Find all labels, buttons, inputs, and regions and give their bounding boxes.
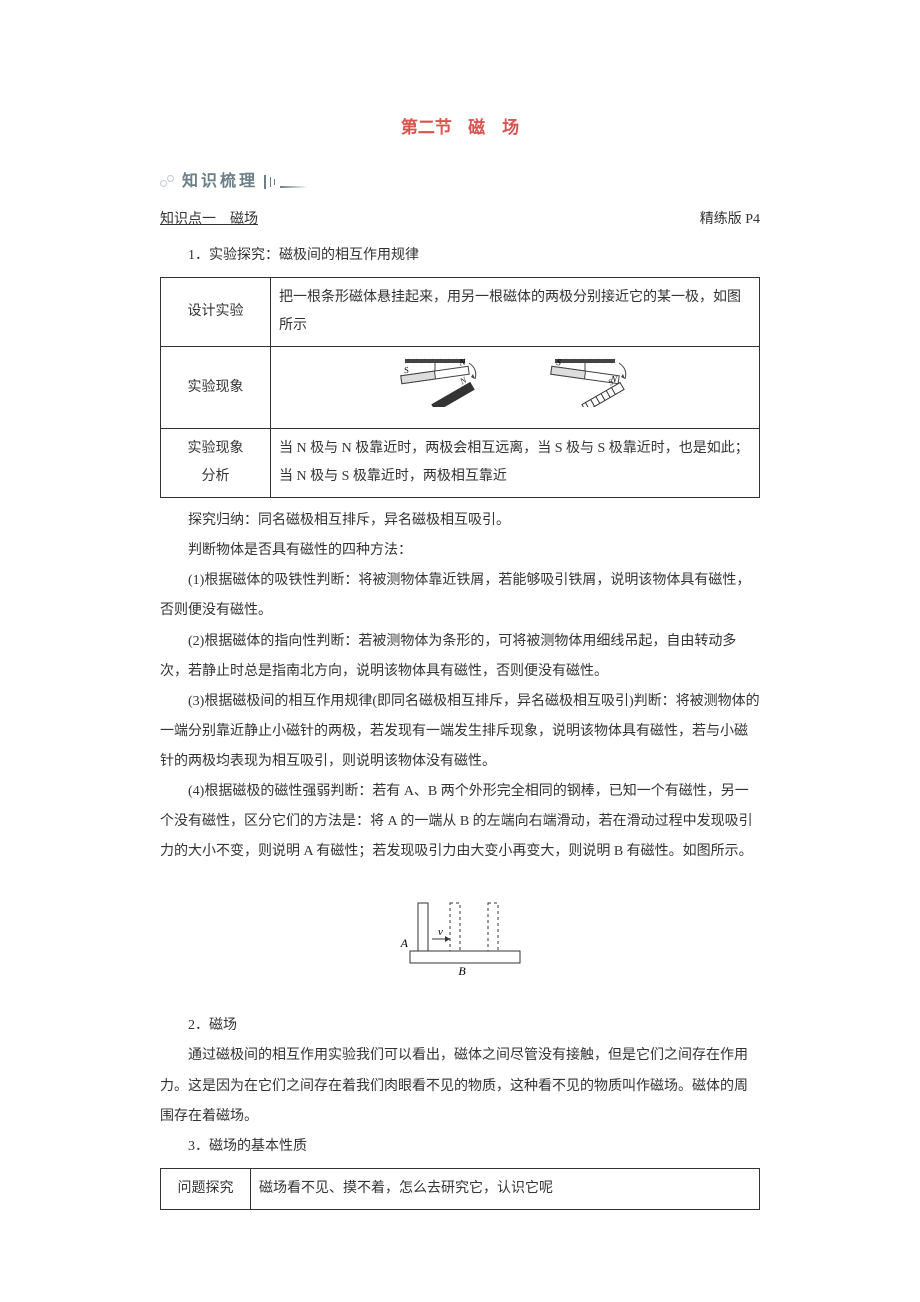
method-3: (3)根据磁极间的相互作用规律(即同名磁极相互排斥，异名磁极相互吸引)判断：将被… (160, 687, 760, 777)
table-row: 实验现象 (161, 347, 760, 429)
cell-label: 设计实验 (161, 278, 271, 347)
title-main: 磁 场 (468, 118, 519, 137)
cell-label: 实验现象 (161, 347, 271, 429)
banner-lines-icon (264, 175, 308, 189)
svg-text:S: S (403, 365, 409, 376)
cell-text: 磁场看不见、摸不着，怎么去研究它，认识它呢 (251, 1168, 760, 1209)
s1-summary: 探究归纳：同名磁极相互排斥，异名磁极相互吸引。 (160, 506, 760, 536)
method-4: (4)根据磁极的磁性强弱判断：若有 A、B 两个外形完全相同的钢棒，已知一个有磁… (160, 777, 760, 867)
cell-label: 问题探究 (161, 1168, 251, 1209)
cell-figure: S N N (271, 347, 760, 429)
experiment-table: 设计实验 把一根条形磁体悬挂起来，用另一根磁体的两极分别接近它的某一极，如图所示… (160, 277, 760, 498)
title-prefix: 第二节 (401, 118, 452, 137)
s1-methods-intro: 判断物体是否具有磁性的四种方法： (160, 536, 760, 566)
ab-slide-figure: B A v (160, 881, 760, 989)
kp-left: 知识点一 磁场 (160, 205, 258, 235)
svg-text:N: N (458, 357, 467, 368)
knowledge-banner: 知识梳理 (160, 165, 760, 199)
cell-text: 当 N 极与 N 极靠近时，两极会相互远离，当 S 极与 S 极靠近时，也是如此… (271, 429, 760, 498)
label-v: v (438, 926, 443, 938)
cell-text: 把一根条形磁体悬挂起来，用另一根磁体的两极分别接近它的某一极，如图所示 (271, 278, 760, 347)
method-2: (2)根据磁体的指向性判断：若被测物体为条形的，可将被测物体用细线吊起，自由转动… (160, 627, 760, 687)
label-A: A (400, 936, 409, 950)
magnet-experiment-figure: S N N (279, 353, 751, 422)
table-row: 设计实验 把一根条形磁体悬挂起来，用另一根磁体的两极分别接近它的某一极，如图所示 (161, 278, 760, 347)
table-row: 实验现象 分析 当 N 极与 N 极靠近时，两极会相互远离，当 S 极与 S 极… (161, 429, 760, 498)
s2-heading: 2．磁场 (160, 1011, 760, 1041)
section-title: 第二节 磁 场 (160, 110, 760, 147)
question-table: 问题探究 磁场看不见、摸不着，怎么去研究它，认识它呢 (160, 1168, 760, 1210)
banner-label: 知识梳理 (182, 165, 258, 199)
s2-text: 通过磁极间的相互作用实验我们可以看出，磁体之间尽管没有接触，但是它们之间存在作用… (160, 1041, 760, 1131)
label-B: B (458, 964, 466, 977)
kp-right: 精练版 P4 (700, 205, 760, 235)
method-1: (1)根据磁体的吸铁性判断：将被测物体靠近铁屑，若能够吸引铁屑，说明该物体具有磁… (160, 566, 760, 626)
gear-icon (160, 175, 180, 189)
table-row: 问题探究 磁场看不见、摸不着，怎么去研究它，认识它呢 (161, 1168, 760, 1209)
s1-heading: 1．实验探究：磁极间的相互作用规律 (160, 241, 760, 271)
knowledge-point-row: 知识点一 磁场 精练版 P4 (160, 205, 760, 235)
s3-heading: 3．磁场的基本性质 (160, 1132, 760, 1162)
cell-label: 实验现象 分析 (161, 429, 271, 498)
